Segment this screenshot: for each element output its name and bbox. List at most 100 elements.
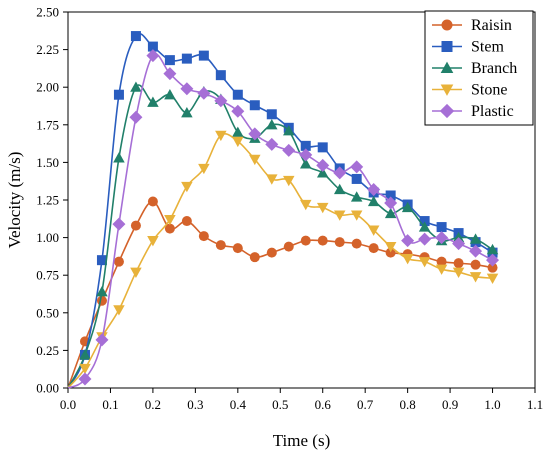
y-tick-label: 1.25 bbox=[36, 193, 59, 208]
data-point-branch bbox=[401, 201, 414, 213]
x-tick-label: 0.1 bbox=[102, 397, 118, 412]
data-point-stem bbox=[266, 109, 277, 120]
data-point-raisin bbox=[181, 216, 192, 227]
data-point-branch bbox=[130, 81, 142, 92]
data-point-plastic bbox=[401, 234, 415, 248]
data-point-raisin bbox=[300, 235, 311, 246]
data-point-plastic bbox=[129, 110, 143, 124]
data-point-branch bbox=[96, 285, 108, 297]
data-point-stem bbox=[130, 31, 141, 42]
data-point-raisin bbox=[249, 252, 260, 263]
data-point-stem bbox=[317, 142, 328, 153]
data-point-raisin bbox=[198, 231, 209, 242]
series-line-branch bbox=[67, 84, 493, 389]
data-point-stone bbox=[147, 236, 159, 247]
data-point-raisin bbox=[487, 262, 498, 273]
legend-item-stone: Stone bbox=[432, 82, 507, 99]
data-point-branch bbox=[452, 231, 465, 243]
data-point-plastic bbox=[146, 49, 160, 63]
legend-marker-stem bbox=[441, 41, 453, 52]
data-point-plastic bbox=[112, 217, 126, 231]
data-point-stem bbox=[215, 70, 226, 81]
data-point-stone bbox=[266, 174, 278, 185]
data-point-stem bbox=[198, 50, 209, 61]
legend-label-plastic: Plastic bbox=[471, 103, 514, 120]
series-plastic bbox=[67, 49, 500, 389]
data-point-plastic bbox=[163, 67, 177, 81]
data-point-stone bbox=[113, 305, 125, 316]
data-point-raisin bbox=[147, 196, 158, 207]
data-point-branch bbox=[469, 233, 482, 244]
y-axis-title: Velocity (m/s) bbox=[5, 152, 24, 249]
legend-item-raisin: Raisin bbox=[432, 17, 512, 34]
data-point-stone bbox=[486, 273, 499, 284]
data-point-stone bbox=[452, 267, 465, 278]
data-point-plastic bbox=[95, 333, 109, 347]
legend-marker-plastic bbox=[439, 103, 455, 119]
data-point-raisin bbox=[215, 240, 226, 251]
data-point-plastic bbox=[214, 94, 228, 108]
y-tick-label: 0.75 bbox=[36, 268, 59, 283]
series-stone bbox=[67, 130, 499, 389]
legend-marker-stone bbox=[440, 84, 454, 96]
legend: Raisin Stem Branch Stone Plastic bbox=[424, 10, 534, 126]
data-point-plastic bbox=[452, 237, 466, 251]
legend-label-branch: Branch bbox=[471, 60, 517, 77]
data-point-stone bbox=[469, 272, 482, 283]
x-tick-label: 0.0 bbox=[60, 397, 76, 412]
data-point-branch bbox=[147, 96, 159, 107]
legend-marker-raisin bbox=[441, 19, 453, 31]
data-point-raisin bbox=[368, 243, 379, 254]
y-tick-label: 1.00 bbox=[36, 230, 59, 245]
data-point-stone bbox=[418, 257, 431, 268]
legend-item-branch: Branch bbox=[432, 60, 517, 77]
legend-item-plastic: Plastic bbox=[432, 103, 514, 120]
y-tick-label: 1.75 bbox=[36, 117, 59, 132]
data-point-plastic bbox=[180, 82, 194, 96]
y-tick-label: 0.25 bbox=[36, 343, 59, 358]
data-point-branch bbox=[316, 167, 329, 178]
y-tick-label: 2.00 bbox=[36, 80, 59, 95]
data-point-branch bbox=[299, 158, 312, 169]
data-point-stone bbox=[333, 210, 346, 221]
data-point-plastic bbox=[418, 232, 432, 246]
y-tick-label: 0.50 bbox=[36, 305, 59, 320]
legend-label-stone: Stone bbox=[471, 82, 507, 99]
data-point-raisin bbox=[130, 220, 141, 231]
x-tick-label: 0.9 bbox=[442, 397, 458, 412]
x-axis-title: Time (s) bbox=[273, 431, 330, 450]
data-point-stem bbox=[300, 140, 311, 151]
plot-area bbox=[67, 11, 536, 389]
data-point-raisin bbox=[453, 258, 464, 269]
data-point-branch bbox=[181, 107, 193, 118]
data-point-raisin bbox=[113, 256, 124, 267]
data-point-raisin bbox=[317, 235, 328, 246]
data-point-plastic bbox=[248, 127, 262, 141]
data-point-plastic bbox=[435, 231, 449, 245]
data-point-plastic bbox=[350, 160, 364, 174]
data-point-branch bbox=[333, 183, 346, 195]
data-point-raisin bbox=[232, 243, 243, 254]
data-point-stem bbox=[113, 89, 124, 100]
x-axis: 0.0 0.1 0.2 0.3 0.4 0.5 0.6 0.7 0.8 0.9 1.0 1.1 bbox=[60, 388, 543, 412]
data-point-branch bbox=[79, 349, 91, 360]
x-tick-label: 1.0 bbox=[484, 397, 500, 412]
data-point-stone bbox=[198, 163, 210, 175]
legend-marker-branch bbox=[440, 61, 454, 74]
legend-item-stem: Stem bbox=[432, 39, 504, 56]
series-line-stone bbox=[67, 133, 493, 389]
data-point-stone bbox=[283, 175, 295, 187]
data-point-stem bbox=[164, 55, 175, 66]
data-point-branch bbox=[164, 88, 176, 100]
data-point-stem bbox=[351, 173, 362, 184]
data-point-plastic bbox=[282, 143, 296, 157]
y-tick-label: 2.50 bbox=[36, 5, 59, 20]
data-point-stone bbox=[367, 225, 380, 236]
data-point-stem bbox=[147, 41, 158, 52]
data-point-stem bbox=[181, 53, 192, 64]
data-point-raisin bbox=[351, 238, 362, 249]
y-tick-label: 0.00 bbox=[36, 381, 59, 396]
data-point-plastic bbox=[197, 86, 211, 100]
x-tick-label: 0.5 bbox=[272, 397, 288, 412]
